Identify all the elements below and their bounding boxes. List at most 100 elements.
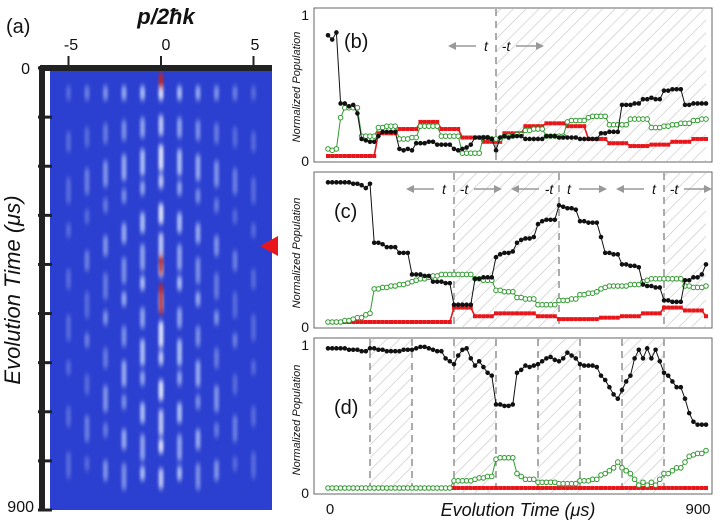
point-red	[481, 486, 486, 490]
point-black	[695, 101, 700, 106]
heatmap-streak-order-3	[214, 385, 219, 412]
heatmap-streak-order-0	[158, 86, 164, 100]
heatmap-streak-order--2	[121, 86, 127, 100]
point-red	[397, 127, 402, 132]
point-black	[371, 240, 377, 246]
point-black	[392, 129, 398, 135]
heatmap-top-tick-label-0: 0	[162, 37, 171, 54]
point-black	[418, 140, 423, 146]
point-black	[623, 102, 629, 108]
point-black	[443, 142, 448, 147]
point-black	[363, 138, 369, 143]
point-red	[687, 139, 692, 144]
heatmap-streak-order--3	[103, 385, 108, 412]
point-black	[535, 361, 541, 367]
point-red	[443, 320, 448, 324]
heatmap-left-tick-label-0: 0	[21, 61, 30, 78]
point-green	[665, 470, 672, 477]
annotation-label: -t	[670, 181, 680, 197]
point-red	[489, 486, 494, 490]
heatmap-streak-order--3	[103, 460, 108, 481]
point-red	[536, 124, 540, 129]
point-black	[325, 346, 331, 351]
point-black	[493, 148, 499, 153]
panel-d-ylabel: Normalized Population	[291, 365, 303, 476]
point-green	[413, 134, 420, 141]
point-black	[544, 133, 549, 139]
point-black	[523, 363, 528, 368]
point-red	[544, 486, 549, 490]
point-black	[426, 273, 432, 279]
point-black	[653, 347, 658, 353]
point-green	[627, 470, 634, 477]
point-black	[447, 280, 453, 286]
point-red	[573, 124, 578, 129]
point-red	[410, 320, 414, 324]
point-red	[611, 315, 616, 320]
point-red	[607, 315, 612, 320]
point-black	[405, 250, 411, 256]
heatmap-streak-order--1	[140, 181, 145, 196]
heatmap-streak-order--1	[140, 339, 145, 366]
point-red	[578, 317, 582, 322]
point-black	[506, 250, 511, 256]
point-red	[363, 320, 368, 324]
point-black	[556, 135, 562, 140]
point-black	[510, 133, 516, 139]
point-red	[561, 121, 566, 126]
point-red	[351, 320, 356, 324]
point-red	[687, 308, 692, 313]
point-red	[502, 486, 507, 490]
point-black	[329, 37, 335, 42]
point-black	[703, 262, 709, 267]
point-red	[452, 305, 456, 310]
heatmap-streak-order-5	[251, 131, 256, 152]
panel-c-annotations: t -t -t t t -t	[406, 181, 712, 197]
point-red	[502, 311, 507, 316]
point-black	[367, 139, 373, 145]
point-green	[337, 114, 344, 121]
point-red	[334, 154, 339, 158]
point-black	[472, 135, 478, 140]
heatmap-streak-order-2	[195, 360, 201, 387]
point-black	[514, 370, 520, 376]
point-red	[418, 119, 423, 124]
point-black	[422, 273, 427, 279]
point-black	[506, 135, 511, 140]
point-black	[455, 302, 461, 308]
point-black	[481, 364, 486, 370]
heatmap-streak-order-1	[177, 117, 182, 138]
point-black	[577, 218, 583, 224]
point-black	[674, 384, 679, 390]
point-red	[439, 320, 444, 324]
point-black	[573, 135, 579, 140]
heatmap-streak-order-4	[232, 292, 238, 318]
point-green	[657, 476, 663, 483]
point-black	[636, 101, 642, 106]
heatmap-streak-order-5	[251, 360, 256, 375]
point-red	[464, 135, 469, 140]
point-black	[464, 346, 469, 351]
point-black	[413, 346, 419, 351]
point-red	[464, 486, 469, 490]
panel-b-annotations: t -t	[448, 38, 544, 54]
point-red	[456, 127, 461, 132]
heatmap-streak-order-2	[195, 429, 201, 450]
point-red	[435, 119, 440, 124]
heatmap-streak-order--2	[121, 429, 127, 450]
point-black	[380, 129, 385, 135]
point-red	[678, 486, 683, 490]
point-black	[418, 272, 423, 277]
point-red	[473, 486, 477, 490]
point-red	[649, 311, 654, 316]
point-black	[418, 344, 423, 350]
heatmap-streak-order--4	[84, 292, 90, 318]
point-black	[422, 344, 427, 350]
point-red	[418, 320, 423, 324]
annotation-arrowhead-left	[448, 42, 456, 50]
point-red	[359, 320, 364, 324]
point-red	[552, 314, 557, 319]
point-black	[510, 249, 516, 254]
point-red	[443, 127, 448, 132]
